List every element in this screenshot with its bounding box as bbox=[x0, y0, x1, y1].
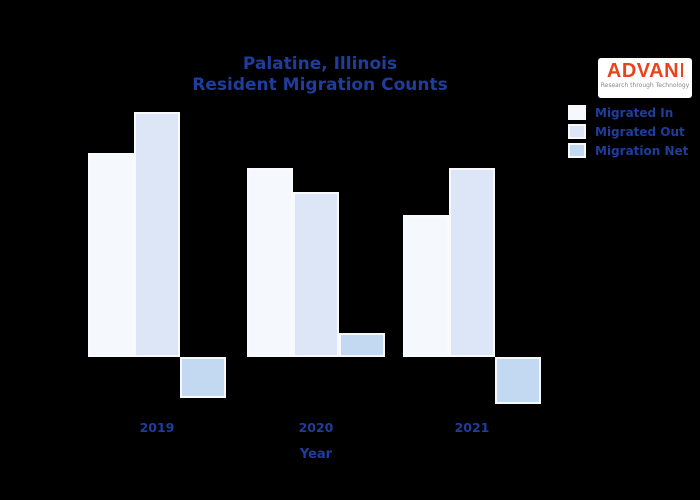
legend-item-migrated-in: Migrated In bbox=[568, 103, 688, 122]
advan-logo: ADVAN Research through Technology bbox=[598, 58, 692, 98]
bar-in-2019 bbox=[88, 153, 134, 357]
legend: Migrated In Migrated Out Migration Net bbox=[568, 103, 688, 160]
bar-net-2020 bbox=[339, 333, 385, 357]
chart-title-line1: Palatine, Illinois bbox=[242, 54, 398, 74]
legend-swatch-migration-net bbox=[568, 143, 586, 158]
advan-logo-tagline: Research through Technology bbox=[600, 82, 690, 89]
legend-label-migrated-out: Migrated Out bbox=[595, 124, 685, 139]
legend-item-migrated-out: Migrated Out bbox=[568, 122, 688, 141]
bar-out-2021 bbox=[449, 168, 495, 357]
x-axis-title: Year bbox=[299, 447, 333, 462]
legend-item-migration-net: Migration Net bbox=[568, 141, 688, 160]
chart-title: Palatine, Illinois Resident Migration Co… bbox=[70, 54, 570, 96]
legend-swatch-migrated-out bbox=[568, 124, 586, 139]
bar-in-2021 bbox=[403, 215, 449, 357]
advan-logo-wordmark: ADVAN bbox=[598, 61, 692, 82]
legend-label-migration-net: Migration Net bbox=[595, 143, 689, 158]
legend-swatch-migrated-in bbox=[568, 105, 586, 120]
bar-net-2021 bbox=[495, 357, 541, 404]
x-tick-2019: 2019 bbox=[139, 420, 175, 435]
bar-out-2020 bbox=[293, 192, 339, 357]
bar-in-2020 bbox=[247, 168, 293, 357]
x-tick-2021: 2021 bbox=[454, 420, 490, 435]
bar-out-2019 bbox=[134, 112, 180, 357]
x-tick-2020: 2020 bbox=[298, 420, 334, 435]
chart-title-line2: Resident Migration Counts bbox=[192, 75, 448, 95]
bar-net-2019 bbox=[180, 357, 226, 398]
legend-label-migrated-in: Migrated In bbox=[595, 105, 674, 120]
